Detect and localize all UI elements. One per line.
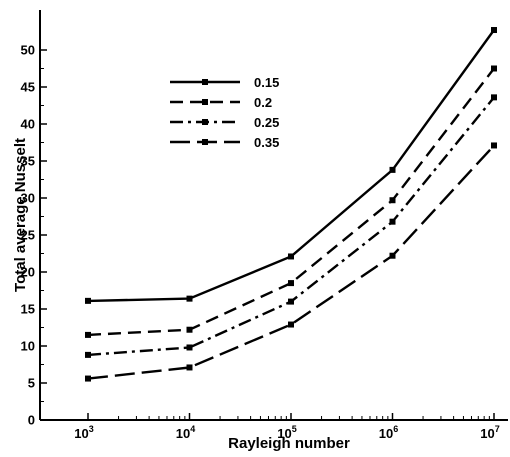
legend-item: 0.15 (170, 75, 279, 90)
x-axis-title: Rayleigh number (228, 435, 350, 452)
legend-label: 0.35 (254, 135, 279, 150)
x-tick-label: 103 (74, 424, 93, 441)
legend-label: 0.25 (254, 115, 279, 130)
y-tick-label: 25 (21, 228, 35, 243)
legend-item: 0.35 (170, 135, 279, 150)
legend-marker (202, 79, 208, 85)
data-point (85, 331, 91, 338)
series-0.2 (85, 65, 497, 338)
data-point (186, 344, 193, 351)
x-axis-ticks: 103 104 105 106 107 (74, 413, 500, 441)
legend-marker (202, 99, 208, 105)
data-point (491, 94, 497, 101)
data-point (288, 253, 294, 260)
legend: 0.15 0.2 0.25 0.35 (170, 75, 279, 150)
data-point (85, 375, 91, 382)
y-tick-label: 0 (28, 413, 35, 428)
series-layer (85, 27, 497, 382)
y-axis-ticks: 0 5 10 15 20 25 30 35 40 45 50 (21, 43, 47, 428)
x-tick-label: 107 (480, 424, 499, 441)
series-line (87, 144, 495, 380)
x-tick-label: 105 (277, 424, 296, 441)
y-axis-title: Total average Nusselt (12, 138, 29, 292)
data-point (186, 364, 193, 371)
data-point (186, 295, 193, 302)
data-point (389, 252, 396, 259)
series-line (87, 67, 495, 337)
y-tick-label: 35 (21, 154, 35, 169)
data-point (491, 65, 497, 72)
series-line (87, 96, 495, 357)
legend-label: 0.2 (254, 95, 272, 110)
plot-area: 0 5 10 15 20 25 30 35 40 45 50 103 104 105 106 107 0.1… (21, 10, 508, 441)
legend-marker (202, 119, 208, 125)
y-tick-label: 50 (21, 43, 35, 58)
legend-marker (202, 139, 208, 145)
data-point (389, 166, 396, 173)
data-point (389, 197, 396, 204)
y-tick-label: 15 (21, 302, 35, 317)
data-point (85, 297, 91, 304)
data-point (491, 142, 497, 149)
y-tick-label: 20 (21, 265, 35, 280)
y-tick-label: 5 (28, 376, 35, 391)
data-point (288, 280, 294, 287)
x-tick-label: 106 (379, 424, 398, 441)
series-0.35 (85, 142, 497, 382)
y-tick-label: 30 (21, 191, 35, 206)
data-point (85, 351, 91, 358)
data-point (389, 218, 396, 225)
data-point (186, 326, 193, 333)
data-point (288, 298, 294, 305)
data-point (288, 321, 294, 328)
y-tick-label: 10 (21, 339, 35, 354)
data-point (491, 27, 497, 34)
legend-item: 0.2 (170, 95, 272, 110)
legend-label: 0.15 (254, 75, 279, 90)
series-0.25 (85, 94, 497, 358)
x-tick-label: 104 (176, 424, 195, 441)
y-tick-label: 45 (21, 80, 35, 95)
y-tick-label: 40 (21, 117, 35, 132)
series-line (87, 29, 495, 303)
legend-item: 0.25 (170, 115, 279, 130)
series-0.15 (85, 27, 497, 304)
